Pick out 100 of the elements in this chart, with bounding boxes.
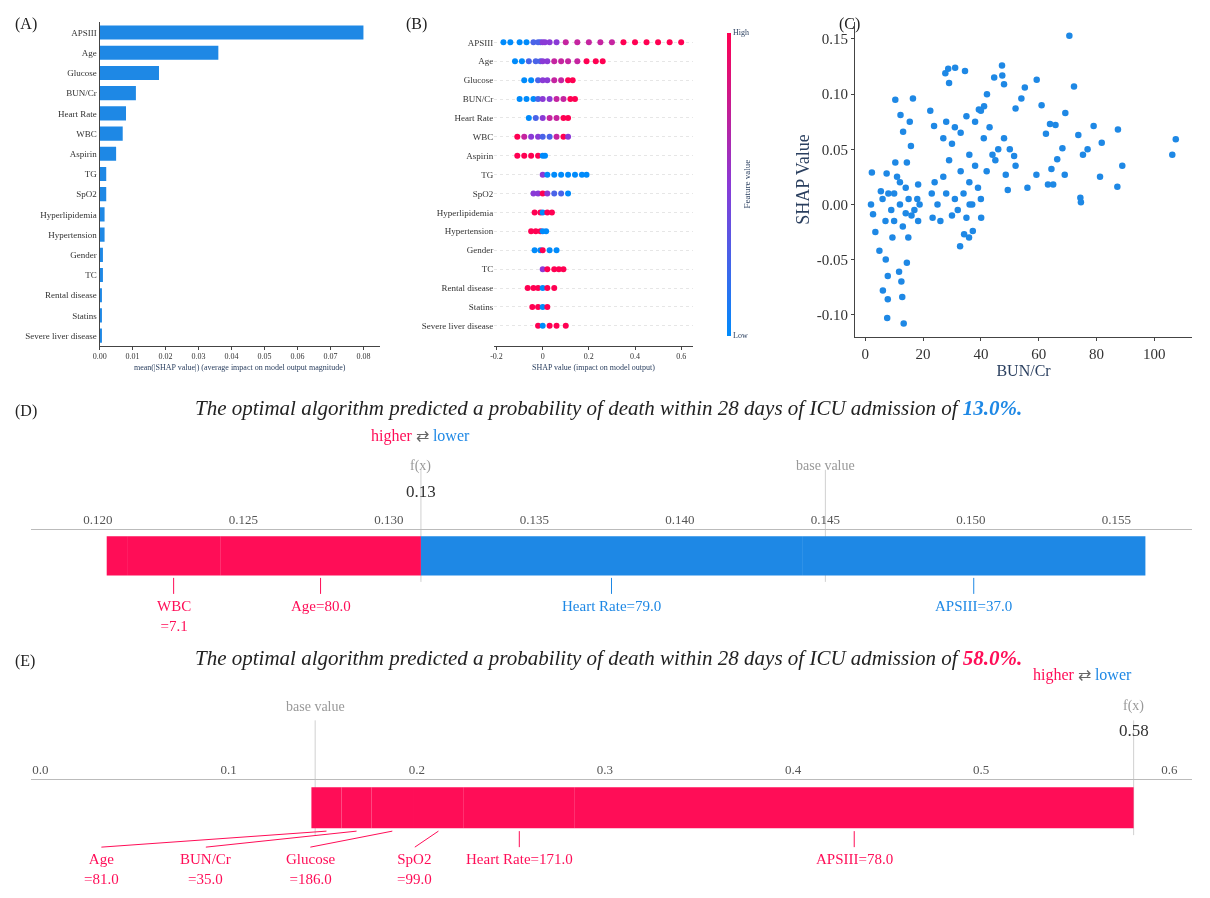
legend-label: APSIII=78.0	[816, 851, 894, 867]
annotation: 0.58	[1119, 721, 1149, 740]
ref-line-label: base value	[796, 458, 855, 473]
legend-label: SpO2=99.0	[397, 851, 432, 887]
y-tick-label: BUN/Cr	[462, 94, 494, 105]
color-bar-title: Feature value	[741, 159, 752, 209]
chart-subtitle: The optimal algorithm predicted a probability of death within 28 days of ICU admission of 58.0%.	[195, 646, 1023, 670]
x-tick-label: 60	[1031, 345, 1047, 362]
x-tick-label: 0.1	[220, 762, 237, 778]
y-tick-label: Heart Rate	[58, 108, 97, 119]
y-tick-label: Severe liver disease	[421, 320, 494, 331]
ref-line-label: f(x)	[1123, 698, 1145, 714]
x-tick-label: 0.6	[676, 352, 687, 362]
y-tick-label: WBC	[76, 128, 97, 139]
x-axis-title: SHAP value (impact on model output)	[531, 363, 656, 373]
x-tick-label: 0.04	[224, 352, 239, 362]
x-tick-label: 0.2	[408, 762, 425, 778]
x-tick-label: 100	[1143, 345, 1166, 362]
y-tick-label: SpO2	[76, 189, 97, 200]
y-tick-label: 0.10	[821, 86, 849, 103]
y-tick-label: Rental disease	[45, 290, 97, 301]
x-tick-label: 0.130	[374, 511, 404, 527]
y-tick-label: BUN/Cr	[66, 88, 97, 99]
y-tick-label: -0.05	[816, 251, 849, 268]
y-tick-label: Age	[478, 56, 494, 67]
x-tick-label: 20	[915, 345, 931, 362]
chart-title: (A)	[15, 15, 38, 33]
y-tick-label: Hyperlipidemia	[436, 207, 494, 218]
y-tick-label: 0.00	[821, 196, 849, 213]
chart-title: (B)	[406, 15, 428, 33]
ref-line-label: base value	[286, 699, 345, 714]
y-tick-label: Age	[81, 47, 97, 58]
y-tick-label: WBC	[472, 132, 494, 142]
x-tick-label: 0.5	[973, 762, 990, 778]
x-tick-label: 0.135	[519, 511, 550, 527]
x-tick-label: 0.03	[191, 352, 206, 362]
color-bar-label: High	[733, 28, 750, 38]
x-tick-label: 0.4	[784, 762, 802, 778]
x-tick-label: 0.2	[583, 352, 594, 362]
y-tick-label: Statins	[72, 310, 98, 321]
y-tick-label: Rental disease	[441, 283, 494, 294]
legend-label: WBC=7.1	[157, 598, 192, 634]
y-tick-label: Hypertension	[444, 226, 494, 237]
y-tick-label: Statins	[468, 302, 494, 313]
x-axis-title: BUN/Cr	[996, 362, 1052, 380]
x-tick-label: 0.07	[323, 352, 338, 362]
x-tick-label: 0.0	[32, 762, 49, 778]
x-axis-title: mean(|SHAP value|) (average impact on model output magnitude)	[134, 363, 346, 373]
y-tick-label: APSIII	[71, 27, 97, 38]
chart-subtitle: The optimal algorithm predicted a probability of death within 28 days of ICU admission of 13.0%.	[195, 396, 1023, 420]
x-tick-label: 0	[861, 345, 869, 362]
x-tick-label: 0.3	[596, 762, 614, 778]
y-tick-label: Aspirin	[69, 148, 98, 159]
y-tick-label: TG	[84, 169, 98, 180]
x-tick-label: 0.150	[956, 511, 986, 527]
legend-label: APSIII=37.0	[935, 598, 1013, 614]
annotation: 0.13	[406, 482, 436, 501]
text: BUN/Cr=35.0	[180, 851, 231, 887]
color-bar-label: Low	[733, 331, 748, 341]
text: higher ⇄ lower	[1033, 666, 1132, 684]
y-tick-label: Glucose	[67, 68, 97, 79]
y-tick-label: TG	[481, 169, 494, 180]
x-tick-label: 0.02	[158, 352, 173, 362]
y-tick-label: Aspirin	[466, 150, 494, 161]
chart-title: (C)	[839, 15, 861, 33]
y-tick-label: Hypertension	[48, 229, 98, 240]
x-tick-label: -0.2	[490, 352, 503, 362]
x-tick-label: 0.01	[125, 352, 140, 362]
text: higher ⇄ lower	[371, 427, 470, 445]
text: Glucose=186.0	[286, 851, 336, 887]
x-tick-label: 0.140	[665, 511, 695, 527]
chart-title: (D)	[15, 402, 38, 420]
legend-label: Heart Rate=171.0	[466, 851, 573, 867]
x-tick-label: 0.125	[228, 511, 259, 527]
x-tick-label: 0.6	[1161, 762, 1179, 778]
y-tick-label: APSIII	[467, 37, 494, 48]
x-tick-label: 0	[540, 352, 545, 362]
x-tick-label: 0.08	[356, 352, 371, 362]
y-tick-label: TC	[481, 264, 494, 275]
y-axis-title: SHAP Value	[793, 134, 814, 225]
x-tick-label: 0.05	[257, 352, 272, 362]
y-tick-label: -0.10	[816, 306, 849, 323]
x-tick-label: 0.06	[290, 352, 305, 362]
x-tick-label: 0.00	[92, 352, 107, 362]
x-tick-label: 0.4	[630, 352, 641, 362]
y-tick-label: Heart Rate	[454, 113, 494, 124]
x-tick-label: 0.155	[1101, 511, 1131, 527]
legend-label: Heart Rate=79.0	[562, 598, 662, 614]
x-tick-label: 0.120	[83, 511, 113, 527]
y-tick-label: Hyperlipidemia	[40, 209, 97, 220]
y-tick-label: TC	[85, 270, 97, 281]
y-tick-label: Severe liver disease	[25, 330, 97, 341]
chart-title: (E)	[15, 652, 36, 670]
x-tick-label: 80	[1089, 345, 1105, 362]
y-tick-label: 0.05	[821, 141, 849, 158]
y-tick-label: Gender	[466, 245, 494, 256]
y-tick-label: Gender	[70, 249, 97, 260]
text: Age=81.0	[84, 851, 119, 887]
ref-line-label: f(x)	[410, 458, 432, 474]
x-tick-label: 0.145	[810, 511, 840, 527]
